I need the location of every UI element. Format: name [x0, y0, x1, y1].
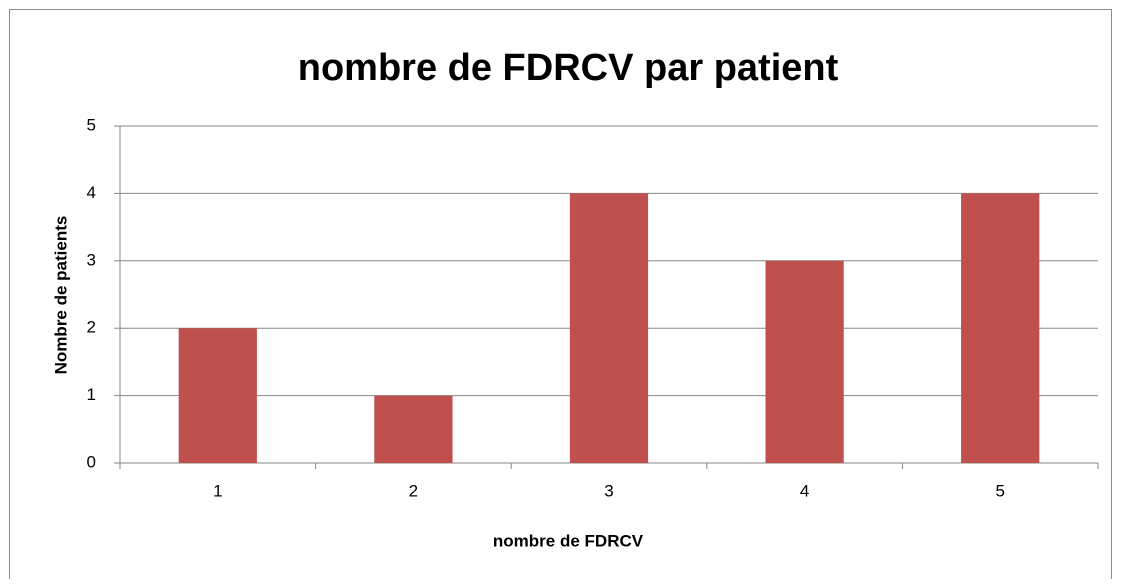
y-tick-label: 5 — [87, 115, 96, 134]
bar — [961, 193, 1040, 463]
y-tick-label: 3 — [87, 250, 96, 269]
y-tick-label: 0 — [87, 452, 96, 471]
x-tick-label: 3 — [604, 481, 613, 500]
bar — [569, 193, 649, 463]
chart-border — [9, 9, 1112, 580]
x-tick-label: 4 — [800, 481, 809, 500]
bar — [178, 328, 257, 463]
chart-title: nombre de FDRCV par patient — [298, 47, 839, 89]
y-axis-title: Nombre de patients — [51, 216, 70, 375]
x-tick-label: 5 — [995, 481, 1004, 500]
x-axis-title: nombre de FDRCV — [493, 531, 644, 550]
y-tick-label: 2 — [87, 318, 96, 337]
bar — [374, 395, 453, 463]
x-tick-label: 1 — [213, 481, 222, 500]
bar — [765, 260, 844, 463]
x-tick-label: 2 — [409, 481, 418, 500]
y-tick-label: 1 — [87, 385, 96, 404]
y-tick-label: 4 — [87, 183, 96, 202]
